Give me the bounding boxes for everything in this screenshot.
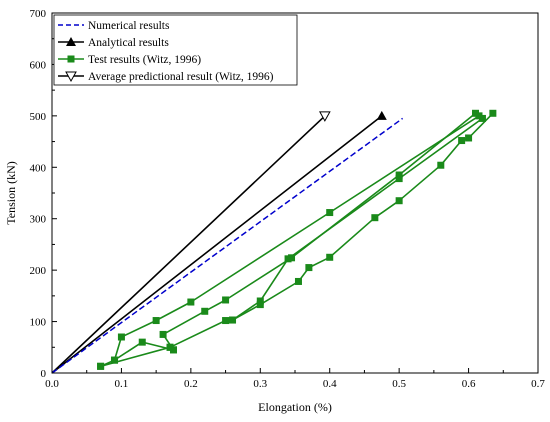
test-point-2-1 bbox=[222, 317, 230, 325]
test-point-2-5 bbox=[395, 175, 403, 183]
x-tick-label-2: 0.2 bbox=[184, 378, 198, 390]
test-series-line-0 bbox=[100, 115, 480, 368]
legend-numerical-label: Numerical results bbox=[88, 20, 170, 32]
y-tick-label-7: 700 bbox=[30, 8, 47, 20]
test-point-1-0 bbox=[97, 362, 105, 370]
x-tick-label-5: 0.5 bbox=[392, 378, 406, 390]
legend-entry-average: Average predictional result (Witz, 1996) bbox=[58, 71, 274, 83]
y-tick-label-5: 500 bbox=[30, 111, 47, 123]
average-series-line bbox=[51, 115, 326, 374]
test-point-0-2 bbox=[117, 333, 125, 341]
test-point-4-2 bbox=[294, 277, 302, 285]
numerical-series-line bbox=[51, 117, 404, 374]
test-point-4-0 bbox=[229, 316, 237, 324]
legend-average-marker bbox=[65, 71, 77, 83]
x-tick-label-0: 0.0 bbox=[45, 378, 59, 390]
y-axis-label: Tension (kN) bbox=[4, 161, 18, 224]
y-tick-label-3: 300 bbox=[30, 214, 47, 226]
y-tick-label-6: 600 bbox=[30, 59, 47, 71]
test-point-4-5 bbox=[371, 214, 379, 222]
analytical-series-line bbox=[51, 115, 383, 374]
marks-layer bbox=[51, 109, 497, 374]
ticks-layer: 0.0 0.1 0.2 0.3 0.4 0.5 0.6 0.7 0 100 200 300 400 500… bbox=[30, 8, 546, 390]
test-point-0-3 bbox=[152, 317, 160, 325]
test-series-line-4 bbox=[232, 112, 494, 321]
test-point-1-4 bbox=[201, 307, 209, 315]
test-point-1-5 bbox=[222, 296, 230, 304]
legend-average-label: Average predictional result (Witz, 1996) bbox=[88, 71, 274, 83]
legend-analytical-label: Analytical results bbox=[88, 37, 169, 49]
x-tick-label-3: 0.3 bbox=[253, 378, 267, 390]
test-point-4-9 bbox=[465, 134, 473, 142]
legend-analytical-marker bbox=[66, 37, 76, 46]
test-point-2-6 bbox=[478, 114, 486, 122]
legend-box bbox=[53, 14, 298, 86]
x-tick-label-7: 0.7 bbox=[531, 378, 545, 390]
test-point-0-5 bbox=[326, 209, 334, 217]
y-tick-label-1: 100 bbox=[30, 317, 47, 329]
x-axis-label: Elongation (%) bbox=[258, 400, 332, 414]
y-tick-label-2: 200 bbox=[30, 265, 47, 277]
y-tick-label-0: 0 bbox=[41, 368, 47, 380]
legend-entry-numerical: Numerical results bbox=[58, 20, 170, 32]
test-point-0-4 bbox=[187, 298, 195, 306]
test-point-3-1 bbox=[138, 338, 146, 346]
test-point-3-0 bbox=[170, 346, 177, 354]
legend-entry-analytical: Analytical results bbox=[58, 37, 169, 49]
test-point-4-4 bbox=[326, 253, 334, 261]
test-series-line-2 bbox=[169, 117, 483, 349]
test-point-2-4 bbox=[284, 255, 292, 263]
test-point-4-6 bbox=[395, 197, 403, 205]
legend-test-marker bbox=[67, 55, 75, 63]
analytical-end-marker bbox=[376, 110, 387, 120]
x-tick-label-6: 0.6 bbox=[462, 378, 476, 390]
test-point-4-1 bbox=[256, 301, 264, 309]
test-point-3-2 bbox=[110, 356, 118, 364]
test-point-1-8 bbox=[472, 109, 480, 117]
test-point-4-7 bbox=[437, 161, 445, 169]
legend-entry-test: Test results (Witz, 1996) bbox=[58, 54, 201, 66]
y-tick-label-4: 400 bbox=[30, 162, 47, 174]
legend: Numerical results Analytical results Tes… bbox=[53, 14, 298, 86]
test-point-1-7 bbox=[395, 171, 403, 179]
test-point-4-8 bbox=[458, 137, 466, 145]
x-tick-label-4: 0.4 bbox=[323, 378, 337, 390]
test-point-1-3 bbox=[159, 330, 167, 338]
average-end-marker bbox=[319, 111, 331, 122]
test-point-4-3 bbox=[305, 264, 313, 272]
test-point-2-3 bbox=[256, 297, 264, 305]
test-point-4-10 bbox=[489, 109, 497, 117]
x-tick-label-1: 0.1 bbox=[115, 378, 129, 390]
legend-test-label: Test results (Witz, 1996) bbox=[88, 54, 201, 66]
